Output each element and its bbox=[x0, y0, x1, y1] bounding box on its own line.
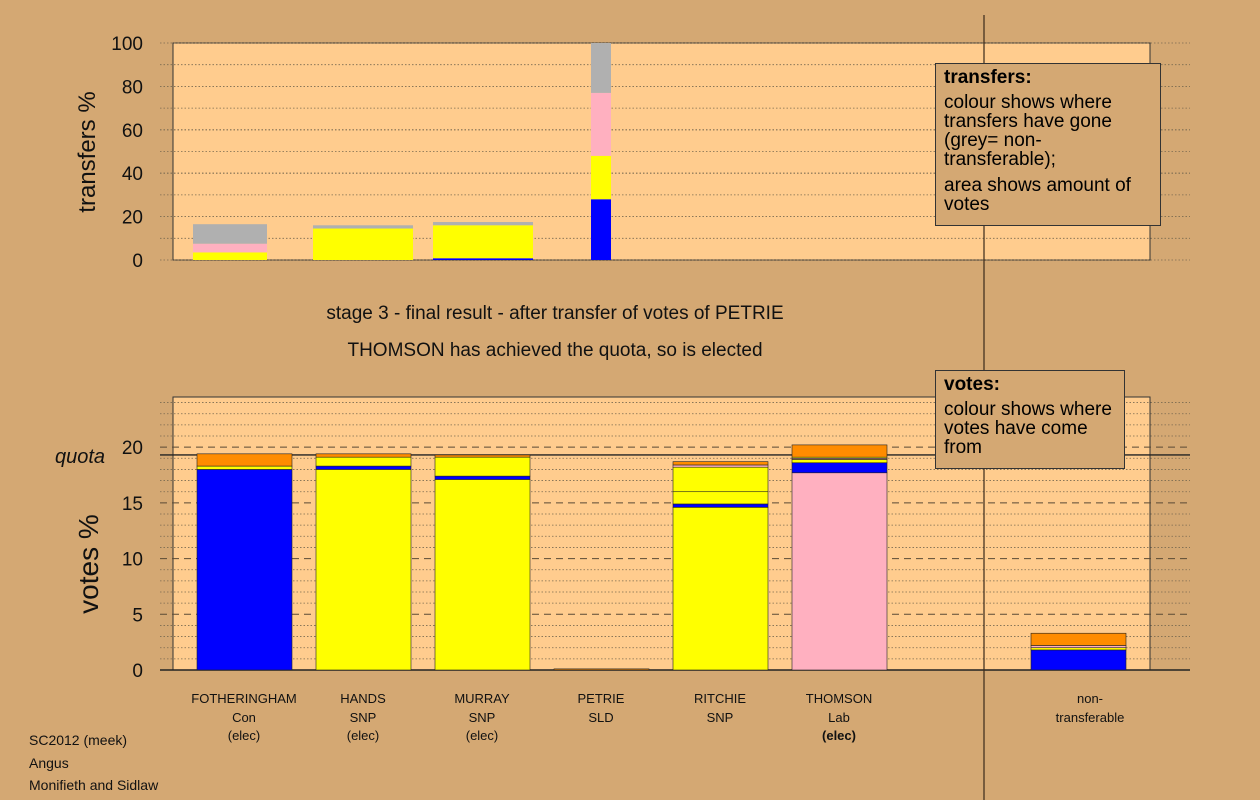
candidate-label: FOTHERINGHAM Con (elec) bbox=[179, 690, 309, 746]
votes-tick-label: 5 bbox=[132, 605, 143, 626]
vote-segment bbox=[672, 507, 769, 671]
transfer-segment bbox=[433, 222, 533, 226]
vote-segment bbox=[1030, 645, 1127, 649]
footer-line: Monifieth and Sidlaw bbox=[29, 777, 159, 793]
votes-tick-label: 20 bbox=[122, 438, 143, 459]
votes-legend-title: votes: bbox=[944, 374, 1000, 395]
transfer-segment bbox=[193, 224, 267, 244]
footer-line: SC2012 (meek) bbox=[29, 732, 128, 748]
candidate-name: PETRIE bbox=[577, 691, 625, 706]
vote-segment bbox=[791, 444, 888, 458]
candidate-status: (elec) bbox=[465, 728, 499, 743]
vote-segment bbox=[434, 475, 531, 480]
vote-segment bbox=[315, 453, 412, 458]
vote-segment bbox=[315, 465, 412, 470]
nontransferable-line: transferable bbox=[1055, 709, 1125, 725]
votes-y-axis-label: votes % bbox=[73, 514, 104, 614]
vote-segment bbox=[196, 465, 293, 470]
vote-segment bbox=[434, 456, 531, 477]
transfers-tick-label: 20 bbox=[122, 208, 143, 229]
votes-tick-label: 10 bbox=[122, 550, 143, 571]
vote-segment bbox=[315, 456, 412, 467]
candidate-party: SNP bbox=[706, 709, 734, 725]
transfer-segment bbox=[193, 243, 267, 253]
vote-segment bbox=[196, 453, 293, 467]
vote-segment bbox=[791, 459, 888, 464]
vote-segment bbox=[315, 469, 412, 671]
candidate-name: RITCHIE bbox=[694, 691, 746, 706]
candidate-party: Lab bbox=[828, 709, 850, 725]
nontransferable-line: non- bbox=[1076, 691, 1104, 706]
transfers-y-axis-label: transfers % bbox=[74, 91, 101, 212]
vote-segment bbox=[672, 461, 769, 466]
quota-label: quota bbox=[55, 446, 105, 468]
vote-segment bbox=[196, 469, 293, 671]
candidate-name: HANDS bbox=[340, 691, 386, 706]
transfer-segment bbox=[591, 199, 611, 260]
candidate-label: THOMSON Lab (elec) bbox=[774, 690, 904, 746]
transfers-tick-label: 0 bbox=[132, 251, 143, 272]
votes-tick-label: 0 bbox=[132, 661, 143, 682]
candidate-label: PETRIE SLD bbox=[536, 690, 666, 727]
transfer-segment bbox=[313, 228, 413, 260]
transfer-segment bbox=[193, 252, 267, 260]
footer-info: SC2012 (meek) Angus Monifieth and Sidlaw bbox=[29, 729, 158, 797]
votes-legend: votes: colour shows where votes have com… bbox=[935, 370, 1125, 469]
vote-segment bbox=[1030, 647, 1127, 651]
transfer-segment bbox=[591, 92, 611, 156]
vote-segment bbox=[434, 454, 531, 458]
vote-segment bbox=[791, 472, 888, 671]
transfers-legend-title: transfers: bbox=[944, 67, 1032, 88]
vote-segment bbox=[1030, 632, 1127, 646]
vote-segment bbox=[553, 668, 650, 671]
stage-heading: stage 3 - final result - after transfer … bbox=[326, 303, 784, 324]
result-heading: THOMSON has achieved the quota, so is el… bbox=[347, 340, 763, 361]
transfers-legend-line: area shows amount of votes bbox=[944, 175, 1131, 215]
candidate-status: (elec) bbox=[346, 728, 380, 743]
transfer-segment bbox=[591, 155, 611, 200]
transfers-tick-label: 100 bbox=[111, 34, 143, 55]
votes-tick-label: 15 bbox=[122, 494, 143, 515]
vote-segment bbox=[672, 491, 769, 505]
vote-segment bbox=[672, 503, 769, 508]
candidate-label: RITCHIE SNP bbox=[655, 690, 785, 727]
candidate-name: MURRAY bbox=[454, 691, 510, 706]
vote-segment bbox=[672, 466, 769, 493]
candidate-party: Con bbox=[232, 709, 256, 725]
candidate-name: THOMSON bbox=[805, 691, 873, 706]
vote-segment bbox=[791, 462, 888, 474]
candidate-party: SLD bbox=[588, 709, 614, 725]
votes-legend-line: colour shows where votes have come from bbox=[944, 399, 1112, 458]
vote-segment bbox=[434, 479, 531, 671]
nontransferable-label: non- transferable bbox=[1025, 690, 1155, 727]
transfers-legend: transfers: colour shows where transfers … bbox=[935, 63, 1161, 226]
candidate-party: SNP bbox=[468, 709, 496, 725]
vote-segment bbox=[672, 464, 769, 468]
candidate-label: HANDS SNP (elec) bbox=[298, 690, 428, 746]
transfer-segment bbox=[591, 43, 611, 93]
candidate-party: SNP bbox=[349, 709, 377, 725]
footer-line: Angus bbox=[29, 754, 69, 771]
candidate-status: (elec) bbox=[227, 728, 261, 743]
candidate-status: (elec) bbox=[822, 728, 856, 743]
transfer-segment bbox=[433, 258, 533, 260]
transfers-tick-label: 60 bbox=[122, 121, 143, 142]
transfers-tick-label: 80 bbox=[122, 77, 143, 98]
vote-segment bbox=[1030, 649, 1127, 671]
transfers-legend-line: colour shows where transfers have gone (… bbox=[944, 92, 1112, 170]
transfer-segment bbox=[313, 225, 413, 229]
transfer-segment bbox=[433, 225, 533, 259]
candidate-name: FOTHERINGHAM bbox=[191, 691, 297, 706]
transfers-tick-label: 40 bbox=[122, 164, 143, 185]
candidate-label: MURRAY SNP (elec) bbox=[417, 690, 547, 746]
